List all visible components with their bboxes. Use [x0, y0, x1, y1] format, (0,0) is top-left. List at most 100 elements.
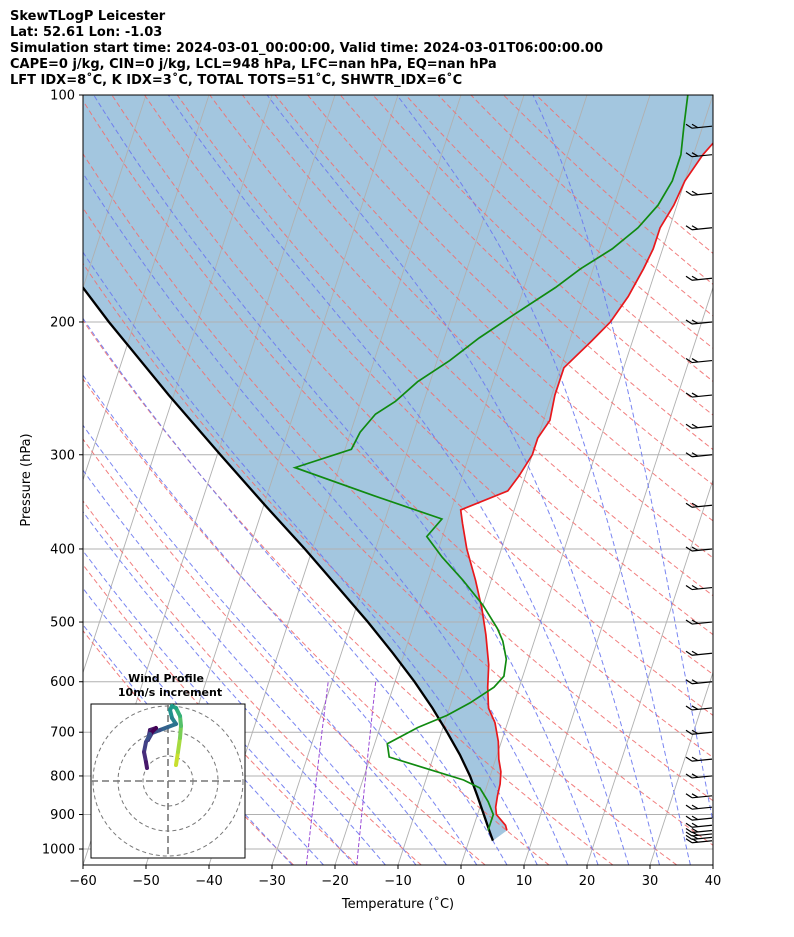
wind-barb: [685, 679, 713, 685]
dry-adiabat-line: [83, 207, 713, 846]
isotherm-line: [586, 478, 713, 865]
wind-barb: [685, 190, 713, 196]
wind-barb: [685, 827, 713, 834]
wind-barb-staff: [691, 192, 713, 196]
wind-barb: [685, 838, 713, 844]
wind-barb-flag: [691, 705, 699, 710]
wind-barb-flag: [691, 585, 699, 590]
wind-barb-staff: [691, 824, 713, 828]
parcel-profile-line: [83, 285, 494, 842]
moist-adiabat-line: [167, 95, 630, 865]
axes-ticks-layer: −60 −50 −40 −30 −20 −10 0 10 20 30 40 100 200 300 400 5…: [42, 89, 721, 890]
wind-barb: [685, 152, 713, 158]
dry-adiabat-line: [83, 319, 614, 865]
wind-barb-flag: [691, 773, 699, 778]
wind-barb: [685, 834, 713, 840]
isotherm-line: [523, 286, 713, 865]
dry-adiabat-line: [83, 563, 358, 865]
dry-adiabat-line: [83, 438, 486, 865]
hodograph-segment: [176, 736, 182, 754]
wind-barb-flag: [685, 123, 693, 129]
wind-barb-staff: [691, 125, 713, 129]
x-tick-label: −50: [132, 874, 159, 889]
wind-barb-flag: [691, 358, 699, 363]
wind-barb: [685, 392, 713, 398]
wind-barb-staff: [691, 504, 713, 508]
wind-barb-staff: [691, 321, 713, 325]
dry-adiabat-line: [176, 95, 713, 636]
y-tick-label: 500: [50, 616, 75, 631]
wind-barb-flag: [685, 827, 693, 833]
y-axis-label: Pressure (hPa): [19, 433, 34, 526]
wind-barb-staff: [691, 621, 713, 625]
dry-adiabat-line: [111, 95, 713, 716]
x-tick-label: 30: [642, 874, 659, 889]
wind-barb: [685, 585, 713, 591]
wind-barb: [685, 358, 713, 364]
wind-barb-flag: [685, 756, 693, 762]
wind-barb-staff: [691, 806, 713, 810]
wind-barb-staff: [691, 775, 713, 779]
wind-barb: [685, 650, 713, 656]
hodograph-segment: [178, 724, 183, 740]
moist-adiabat-line: [83, 424, 447, 865]
wind-barb-flag: [691, 804, 699, 810]
isotherm-line: [649, 671, 713, 865]
moist-adiabat-line: [83, 550, 355, 865]
x-tick-label: 40: [705, 874, 722, 889]
y-tick-label: 600: [50, 675, 75, 690]
wind-barb: [685, 793, 713, 799]
wind-barb: [685, 773, 713, 779]
wind-barb: [685, 225, 713, 231]
wind-barb-flag: [685, 423, 693, 429]
moist-adiabat-line: [83, 510, 386, 865]
wind-barb: [685, 619, 713, 625]
wind-barb-staff: [691, 817, 713, 821]
dry-adiabat-line: [339, 95, 713, 451]
wind-barb-flag: [691, 822, 699, 828]
x-tick-label: −20: [321, 874, 348, 889]
wind-barb-staff: [691, 681, 713, 685]
moist-adiabat-line: [83, 172, 569, 865]
wind-barb: [685, 502, 713, 508]
wind-barb-flag: [691, 152, 699, 157]
wind-barb: [685, 423, 713, 429]
y-tick-label: 200: [50, 315, 75, 330]
dry-adiabat-line: [372, 95, 713, 416]
wind-barb-flag: [685, 619, 693, 625]
wind-barb-flag: [691, 729, 699, 735]
wind-barb-flag: [685, 834, 693, 840]
wind-barbs-layer: [685, 123, 713, 844]
dry-adiabat-line: [242, 95, 713, 559]
x-tick-label: 20: [579, 874, 596, 889]
moist-adiabat-line: [83, 587, 324, 865]
wind-barb-staff: [691, 652, 713, 656]
wind-barb-flag: [685, 190, 693, 196]
title-times: Simulation start time: 2024-03-01_00:00:…: [10, 41, 603, 56]
x-tick-label: −40: [195, 874, 222, 889]
moist-adiabat-line: [93, 95, 599, 865]
wind-barb-flag: [685, 838, 693, 844]
wind-barb-flag: [685, 392, 693, 398]
isotherm-line: [334, 95, 588, 865]
dry-adiabat-line: [83, 99, 713, 759]
inset-title: Wind Profile: [128, 672, 204, 685]
moist-adiabat-line: [266, 95, 660, 865]
wind-barb: [685, 546, 713, 552]
wind-barb: [685, 815, 713, 821]
y-tick-label: 100: [50, 89, 75, 104]
grid-layer: [83, 95, 713, 865]
wind-barb: [685, 123, 713, 129]
wind-barb-staff: [691, 548, 713, 552]
moist-adiabat-line: [83, 374, 478, 865]
mixing-ratio-line: [356, 681, 377, 865]
wind-barb-flag: [685, 585, 693, 591]
wind-barb-flag: [691, 619, 699, 625]
x-tick-label: −30: [258, 874, 285, 889]
wind-barb-flag: [685, 793, 693, 799]
wind-barb-flag: [685, 502, 693, 508]
isotherm-line: [271, 95, 525, 865]
wind-barb-flag: [685, 815, 693, 821]
hodograph-segment: [174, 750, 180, 767]
mixing-ratio-line: [305, 681, 329, 865]
